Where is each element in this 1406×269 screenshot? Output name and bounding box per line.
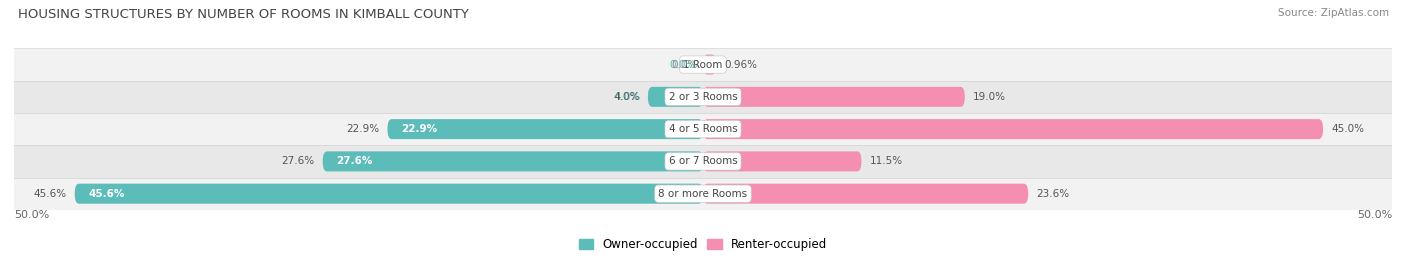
Text: 23.6%: 23.6% (1036, 189, 1070, 199)
FancyBboxPatch shape (703, 151, 862, 171)
Bar (14, 81, 1392, 113)
Text: 50.0%: 50.0% (14, 210, 49, 220)
Text: 8 or more Rooms: 8 or more Rooms (658, 189, 748, 199)
Text: Source: ZipAtlas.com: Source: ZipAtlas.com (1278, 8, 1389, 18)
Text: 2 or 3 Rooms: 2 or 3 Rooms (669, 92, 737, 102)
Legend: Owner-occupied, Renter-occupied: Owner-occupied, Renter-occupied (574, 233, 832, 256)
FancyBboxPatch shape (388, 119, 703, 139)
Text: 4.0%: 4.0% (613, 92, 640, 102)
Text: 22.9%: 22.9% (346, 124, 380, 134)
Text: 27.6%: 27.6% (281, 156, 315, 167)
Text: 22.9%: 22.9% (401, 124, 437, 134)
Bar (14, 113, 1392, 145)
FancyBboxPatch shape (703, 87, 965, 107)
Text: 0.0%: 0.0% (671, 59, 697, 70)
Text: 45.6%: 45.6% (34, 189, 66, 199)
Text: 0.0%: 0.0% (669, 59, 696, 70)
FancyBboxPatch shape (648, 87, 703, 107)
FancyBboxPatch shape (703, 184, 1028, 204)
FancyBboxPatch shape (703, 119, 1323, 139)
Text: 45.6%: 45.6% (89, 189, 125, 199)
FancyBboxPatch shape (703, 55, 716, 75)
Text: 19.0%: 19.0% (973, 92, 1007, 102)
Text: 1 Room: 1 Room (683, 59, 723, 70)
FancyBboxPatch shape (75, 184, 703, 204)
Bar (14, 178, 1392, 210)
Text: 0.96%: 0.96% (724, 59, 758, 70)
Text: 11.5%: 11.5% (870, 156, 903, 167)
Text: 50.0%: 50.0% (1357, 210, 1392, 220)
Bar (14, 48, 1392, 81)
Text: 4 or 5 Rooms: 4 or 5 Rooms (669, 124, 737, 134)
Text: 4.0%: 4.0% (614, 92, 641, 102)
FancyBboxPatch shape (323, 151, 703, 171)
Text: 45.0%: 45.0% (1331, 124, 1364, 134)
Text: 6 or 7 Rooms: 6 or 7 Rooms (669, 156, 737, 167)
Text: 27.6%: 27.6% (336, 156, 373, 167)
Text: HOUSING STRUCTURES BY NUMBER OF ROOMS IN KIMBALL COUNTY: HOUSING STRUCTURES BY NUMBER OF ROOMS IN… (18, 8, 470, 21)
Bar (14, 145, 1392, 178)
